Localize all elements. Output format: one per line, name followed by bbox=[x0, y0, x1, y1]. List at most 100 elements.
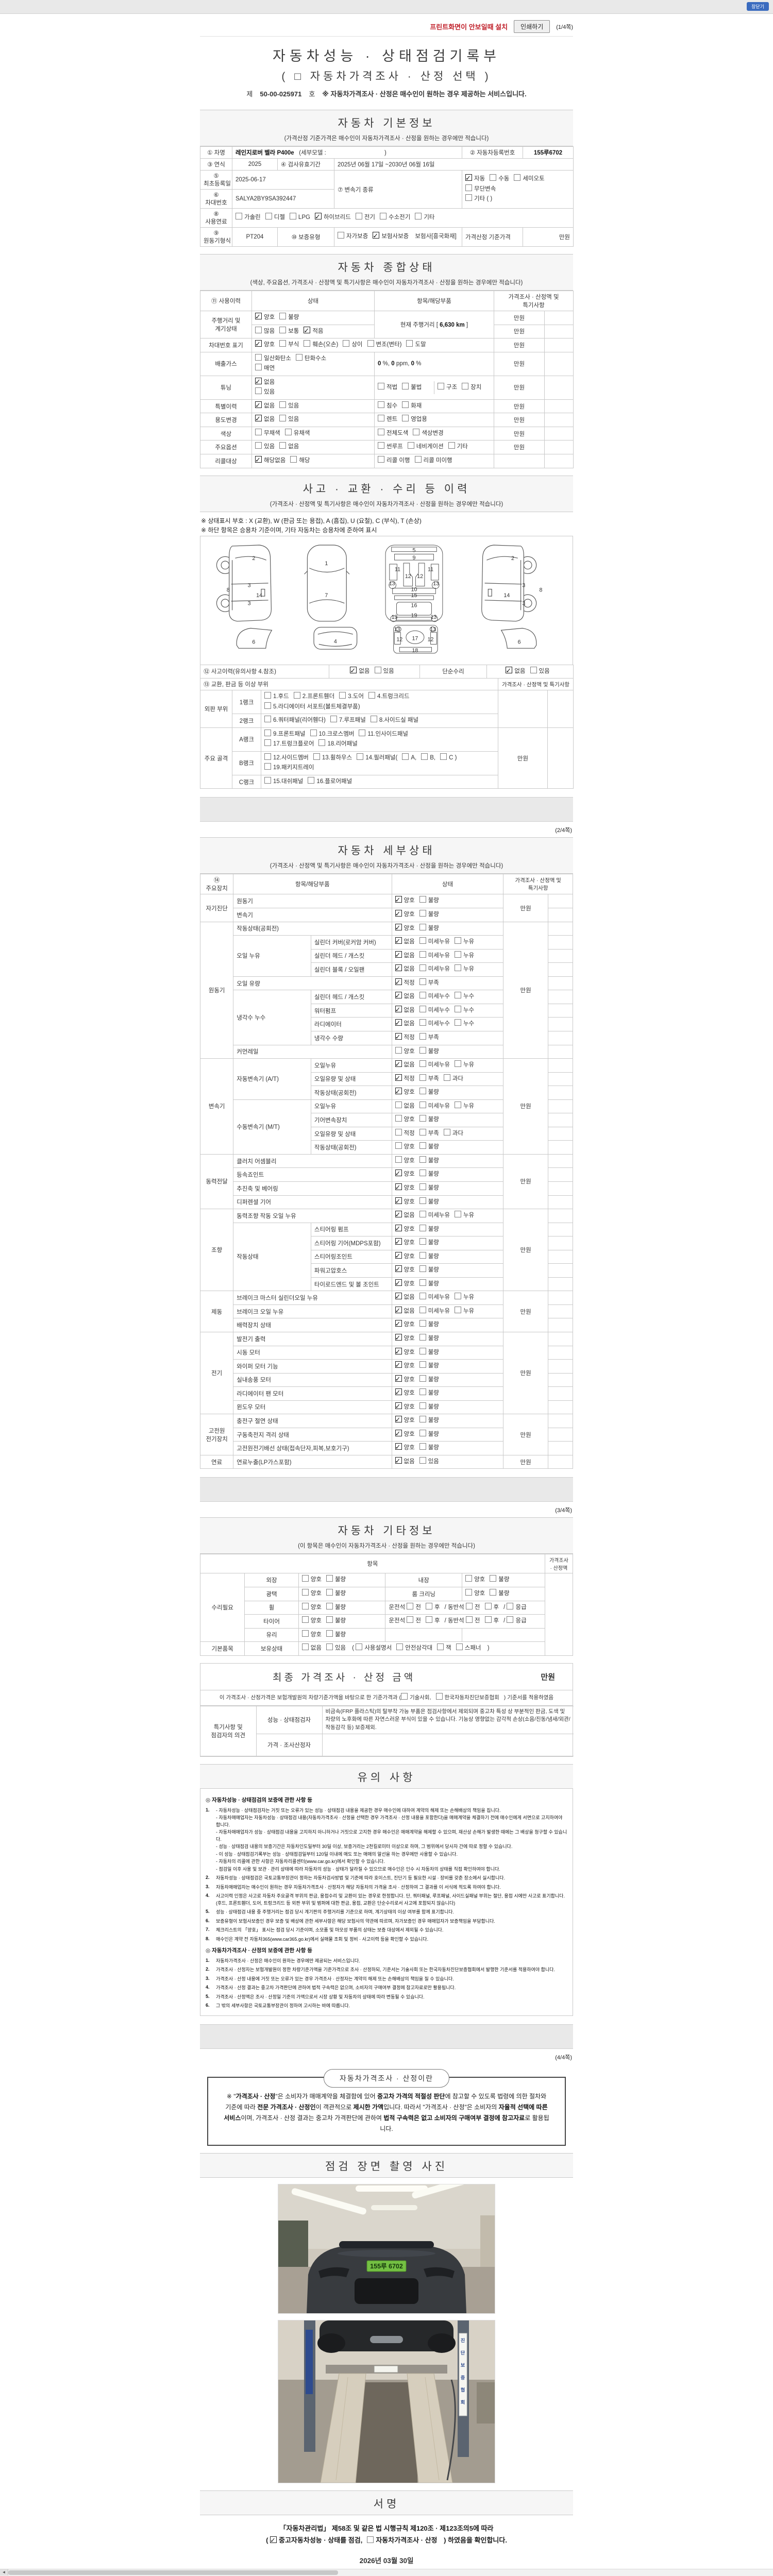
checkbox-option[interactable]: 양호 bbox=[395, 1415, 415, 1426]
checkbox-option[interactable]: 불량 bbox=[419, 1388, 439, 1399]
checkbox-option[interactable]: 자동 bbox=[465, 173, 485, 184]
checkbox-option[interactable]: 있음 bbox=[530, 666, 550, 677]
checkbox-option[interactable]: 하이브리드 bbox=[314, 211, 351, 223]
checkbox-option[interactable]: 불량 bbox=[419, 1088, 439, 1098]
checkbox-option[interactable]: 자동차가격조사 · 산정 bbox=[367, 2535, 438, 2546]
checkbox-option[interactable]: 전 bbox=[465, 1616, 480, 1626]
checkbox-option[interactable]: 누수 bbox=[455, 1019, 474, 1029]
checkbox-option[interactable]: 탄화수소 bbox=[295, 353, 326, 364]
checkbox-option[interactable]: 전기 bbox=[355, 213, 375, 223]
checkbox-option[interactable]: 불량 bbox=[326, 1575, 346, 1585]
checkbox-option[interactable]: 불량 bbox=[490, 1589, 509, 1599]
checkbox-option[interactable]: 6.쿼터패널(리어휀다) bbox=[264, 716, 326, 726]
checkbox-option[interactable]: 변조(변타) bbox=[367, 340, 401, 350]
checkbox-option[interactable]: 누유 bbox=[455, 951, 474, 961]
checkbox-option[interactable]: 양호 bbox=[395, 1182, 415, 1194]
checkbox-option[interactable]: 불량 bbox=[419, 910, 439, 920]
checkbox-option[interactable]: 부족 bbox=[419, 1128, 439, 1139]
checkbox-option[interactable]: 양호 bbox=[395, 1087, 415, 1098]
checkbox-option[interactable]: 10.크로스멤버 bbox=[310, 729, 354, 740]
checkbox-option[interactable]: 없음 bbox=[395, 1305, 415, 1317]
checkbox-option[interactable]: 불량 bbox=[419, 1416, 439, 1426]
checkbox-option[interactable]: 화재 bbox=[402, 401, 422, 412]
checkbox-option[interactable]: 누유 bbox=[455, 937, 474, 947]
checkbox-option[interactable]: 보통 bbox=[279, 326, 299, 337]
checkbox-option[interactable]: 4.트렁크리드 bbox=[368, 692, 410, 702]
checkbox-option[interactable]: 불량 bbox=[326, 1616, 346, 1626]
checkbox-option[interactable]: 양호 bbox=[395, 1401, 415, 1413]
checkbox-option[interactable]: 양호 bbox=[395, 1428, 415, 1440]
checkbox-option[interactable]: 누유 bbox=[455, 1211, 474, 1221]
checkbox-option[interactable]: 누수 bbox=[455, 1005, 474, 1016]
checkbox-option[interactable]: 양호 bbox=[395, 1319, 415, 1330]
checkbox-option[interactable]: 양호 bbox=[465, 1589, 485, 1599]
checkbox-option[interactable]: LPG bbox=[289, 213, 310, 223]
checkbox-option[interactable]: 해당없음 bbox=[255, 454, 285, 466]
checkbox-option[interactable]: 미세누유 bbox=[419, 951, 450, 961]
checkbox-option[interactable]: 색상변경 bbox=[413, 428, 444, 439]
checkbox-option[interactable]: 기타 bbox=[415, 213, 435, 223]
checkbox-option[interactable]: 불량 bbox=[490, 1575, 509, 1585]
checkbox-option[interactable]: 양호 bbox=[395, 1168, 415, 1180]
checkbox-option[interactable]: 양호 bbox=[301, 1616, 322, 1626]
checkbox-option[interactable]: 없음 bbox=[395, 936, 415, 947]
checkbox-option[interactable]: 불량 bbox=[326, 1589, 346, 1599]
checkbox-option[interactable]: 양호 bbox=[395, 895, 415, 906]
checkbox-option[interactable]: 누수 bbox=[455, 992, 474, 1002]
checkbox-option[interactable]: 없음 bbox=[255, 414, 275, 425]
checkbox-option[interactable]: 가솔린 bbox=[236, 213, 261, 223]
checkbox-option[interactable]: 없음 bbox=[255, 400, 275, 412]
print-button[interactable]: 인쇄하기 bbox=[514, 20, 550, 33]
checkbox-option[interactable]: 18.리어패널 bbox=[318, 739, 358, 750]
checkbox-option[interactable]: 없음 bbox=[395, 1455, 415, 1467]
checkbox-option[interactable]: 불량 bbox=[419, 1375, 439, 1385]
checkbox-option[interactable]: 2.프론트휀더 bbox=[293, 692, 334, 702]
checkbox-option[interactable]: 적음 bbox=[304, 325, 324, 337]
checkbox-option[interactable]: 미세누수 bbox=[419, 1005, 450, 1016]
checkbox-option[interactable]: 없음 bbox=[395, 1292, 415, 1303]
checkbox-option[interactable]: 세미오토 bbox=[514, 174, 545, 184]
checkbox-option[interactable]: B, bbox=[421, 753, 435, 764]
checkbox-option[interactable]: 썬루프 bbox=[378, 442, 403, 452]
checkbox-option[interactable]: 11.인사이드패널 bbox=[359, 729, 408, 740]
checkbox-option[interactable]: 양호 bbox=[395, 1223, 415, 1235]
checkbox-option[interactable]: 있음 bbox=[255, 442, 275, 452]
checkbox-option[interactable]: 응급 bbox=[507, 1616, 527, 1626]
checkbox-option[interactable]: 자가보증 bbox=[338, 232, 368, 242]
checkbox-option[interactable]: 불량 bbox=[419, 1170, 439, 1180]
checkbox-option[interactable]: 있음 bbox=[279, 401, 299, 412]
checkbox-option[interactable]: 구조 bbox=[438, 382, 457, 393]
checkbox-option[interactable]: 훼손(오손) bbox=[304, 340, 338, 350]
checkbox-option[interactable]: 양호 bbox=[395, 1115, 415, 1125]
checkbox-option[interactable]: 양호 bbox=[395, 1374, 415, 1385]
checkbox-option[interactable]: 안전삼각대 bbox=[396, 1643, 432, 1654]
checkbox-option[interactable]: 불법 bbox=[402, 382, 422, 393]
checkbox-option[interactable]: 3.도어 bbox=[339, 692, 364, 702]
checkbox-option[interactable]: 적정 bbox=[395, 1073, 415, 1084]
checkbox-option[interactable]: 응급 bbox=[507, 1602, 527, 1613]
checkbox-option[interactable]: 도말 bbox=[406, 340, 426, 350]
checkbox-option[interactable]: 기술사회, bbox=[400, 1692, 431, 1703]
checkbox-option[interactable]: 불량 bbox=[419, 1224, 439, 1235]
checkbox-option[interactable]: 14.필러패널( bbox=[357, 753, 397, 764]
checkbox-option[interactable]: 양호 bbox=[395, 1237, 415, 1248]
checkbox-option[interactable]: 불량 bbox=[419, 1333, 439, 1344]
checkbox-option[interactable]: 보험사보증 bbox=[373, 230, 409, 242]
checkbox-option[interactable]: 적정 bbox=[395, 1128, 415, 1139]
checkbox-option[interactable]: 없음 bbox=[395, 991, 415, 1002]
horizontal-scrollbar[interactable]: ◄ bbox=[0, 2569, 773, 2576]
checkbox-option[interactable]: 많음 bbox=[255, 326, 275, 337]
checkbox-option[interactable]: 불량 bbox=[419, 1443, 439, 1453]
checkbox-option[interactable]: 불량 bbox=[419, 1361, 439, 1371]
checkbox-option[interactable]: 부족 bbox=[419, 1032, 439, 1043]
checkbox-option[interactable]: 불량 bbox=[326, 1602, 346, 1613]
checkbox-option[interactable]: 누유 bbox=[455, 1306, 474, 1317]
checkbox-option[interactable]: 불량 bbox=[419, 1279, 439, 1290]
checkbox-option[interactable]: 없음 bbox=[279, 442, 299, 452]
checkbox-option[interactable]: 후 bbox=[484, 1602, 499, 1613]
checkbox-option[interactable]: 한국자동차진단보증협회 bbox=[435, 1692, 499, 1703]
checkbox-option[interactable]: 양호 bbox=[465, 1575, 485, 1585]
checkbox-option[interactable]: 있음 bbox=[326, 1643, 346, 1654]
checkbox-option[interactable]: 양호 bbox=[395, 1250, 415, 1262]
checkbox-option[interactable]: 양호 bbox=[395, 1387, 415, 1399]
